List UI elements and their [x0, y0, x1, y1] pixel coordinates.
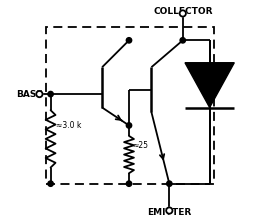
- Text: BASE: BASE: [16, 90, 43, 99]
- Circle shape: [36, 91, 43, 97]
- Circle shape: [48, 181, 53, 186]
- Circle shape: [167, 181, 172, 186]
- Circle shape: [126, 123, 132, 128]
- Text: ≈25: ≈25: [132, 141, 148, 150]
- Circle shape: [126, 38, 132, 43]
- Circle shape: [48, 91, 53, 97]
- Text: COLLECTOR: COLLECTOR: [153, 7, 213, 16]
- Text: EMITTER: EMITTER: [147, 208, 191, 217]
- Circle shape: [180, 38, 186, 43]
- Circle shape: [126, 181, 132, 186]
- Circle shape: [180, 10, 186, 17]
- Circle shape: [166, 207, 172, 214]
- Text: ≈3.0 k: ≈3.0 k: [56, 121, 82, 130]
- Polygon shape: [185, 63, 234, 108]
